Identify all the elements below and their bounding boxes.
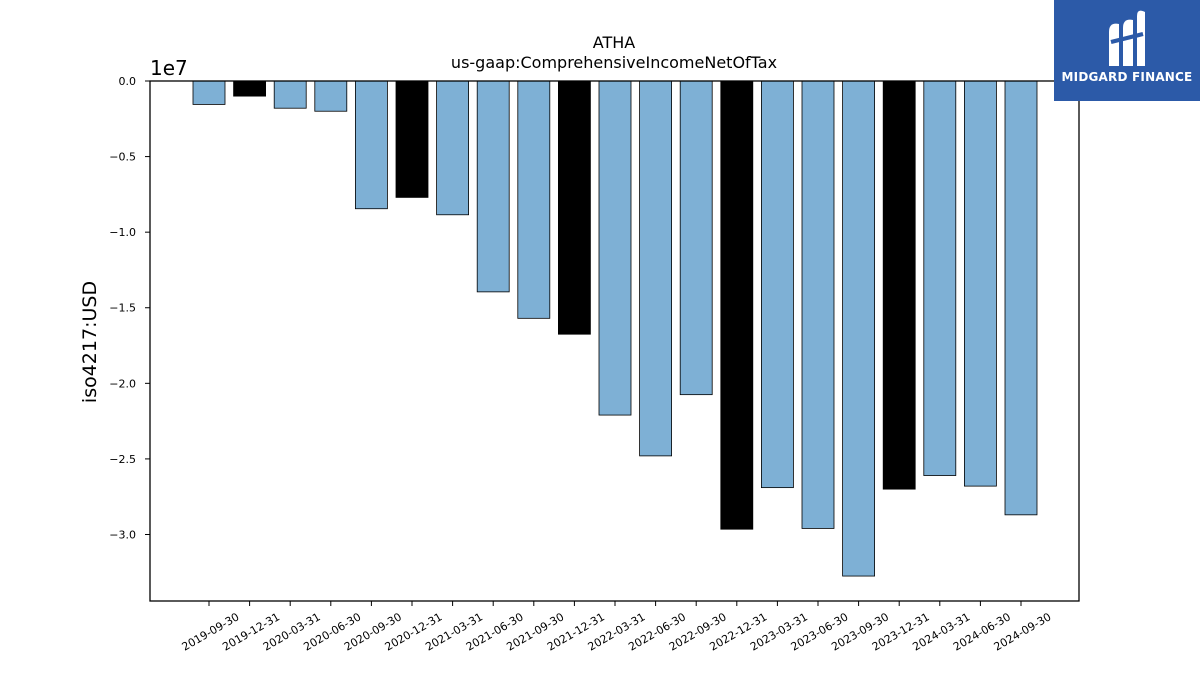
bar-2024-06-30 (964, 80, 997, 487)
bar-2022-03-31 (598, 80, 632, 416)
bar-2022-12-31 (720, 80, 754, 530)
bar-2019-09-30 (192, 80, 226, 105)
y-tick-label: −3.0 (109, 528, 136, 541)
bar-2022-06-30 (639, 80, 672, 457)
y-axis-label: iso4217:USD (79, 281, 101, 403)
midgard-logo-icon (1109, 10, 1145, 67)
y-tick-label: −2.5 (109, 453, 136, 466)
y-tick-label: −1.0 (109, 226, 136, 239)
bars-group (192, 80, 1038, 577)
bar-2020-03-31 (273, 80, 307, 109)
bar-2019-12-31 (233, 80, 267, 97)
bar-2020-06-30 (314, 80, 348, 112)
bar-2021-03-31 (436, 80, 470, 216)
y-offset-label: 1e7 (150, 56, 188, 80)
bar-2020-09-30 (354, 80, 388, 210)
y-tick-label: −2.0 (109, 377, 136, 390)
y-axis-ticks: 0.0 −0.5 −1.0 −1.5 −2.0 −2.5 −3.0 (109, 75, 150, 541)
bar-2023-09-30 (842, 80, 875, 577)
bar-2021-12-31 (558, 80, 591, 335)
bar-2021-09-30 (517, 80, 551, 319)
chart-subtitle: us-gaap:ComprehensiveIncomeNetOfTax (451, 53, 777, 72)
y-tick-label: −0.5 (109, 151, 136, 164)
y-tick-label: 0.0 (119, 75, 137, 88)
brand-logo: MIDGARD FINANCE (1054, 0, 1200, 101)
bar-2023-06-30 (801, 80, 835, 529)
x-axis-ticks: 2019-09-302019-12-312020-03-312020-06-30… (180, 601, 1054, 654)
bar-2024-09-30 (1004, 80, 1038, 516)
bar-2023-03-31 (761, 80, 794, 489)
bar-2024-03-31 (923, 80, 957, 476)
chart-title: ATHA (593, 33, 636, 52)
bar-2020-12-31 (395, 80, 429, 198)
bar-2021-06-30 (476, 80, 510, 293)
bar-2023-12-31 (882, 80, 916, 490)
bar-2022-09-30 (679, 80, 713, 396)
brand-name: MIDGARD FINANCE (1061, 70, 1193, 84)
y-tick-label: −1.5 (109, 302, 136, 315)
plot-frame (149, 80, 1080, 602)
